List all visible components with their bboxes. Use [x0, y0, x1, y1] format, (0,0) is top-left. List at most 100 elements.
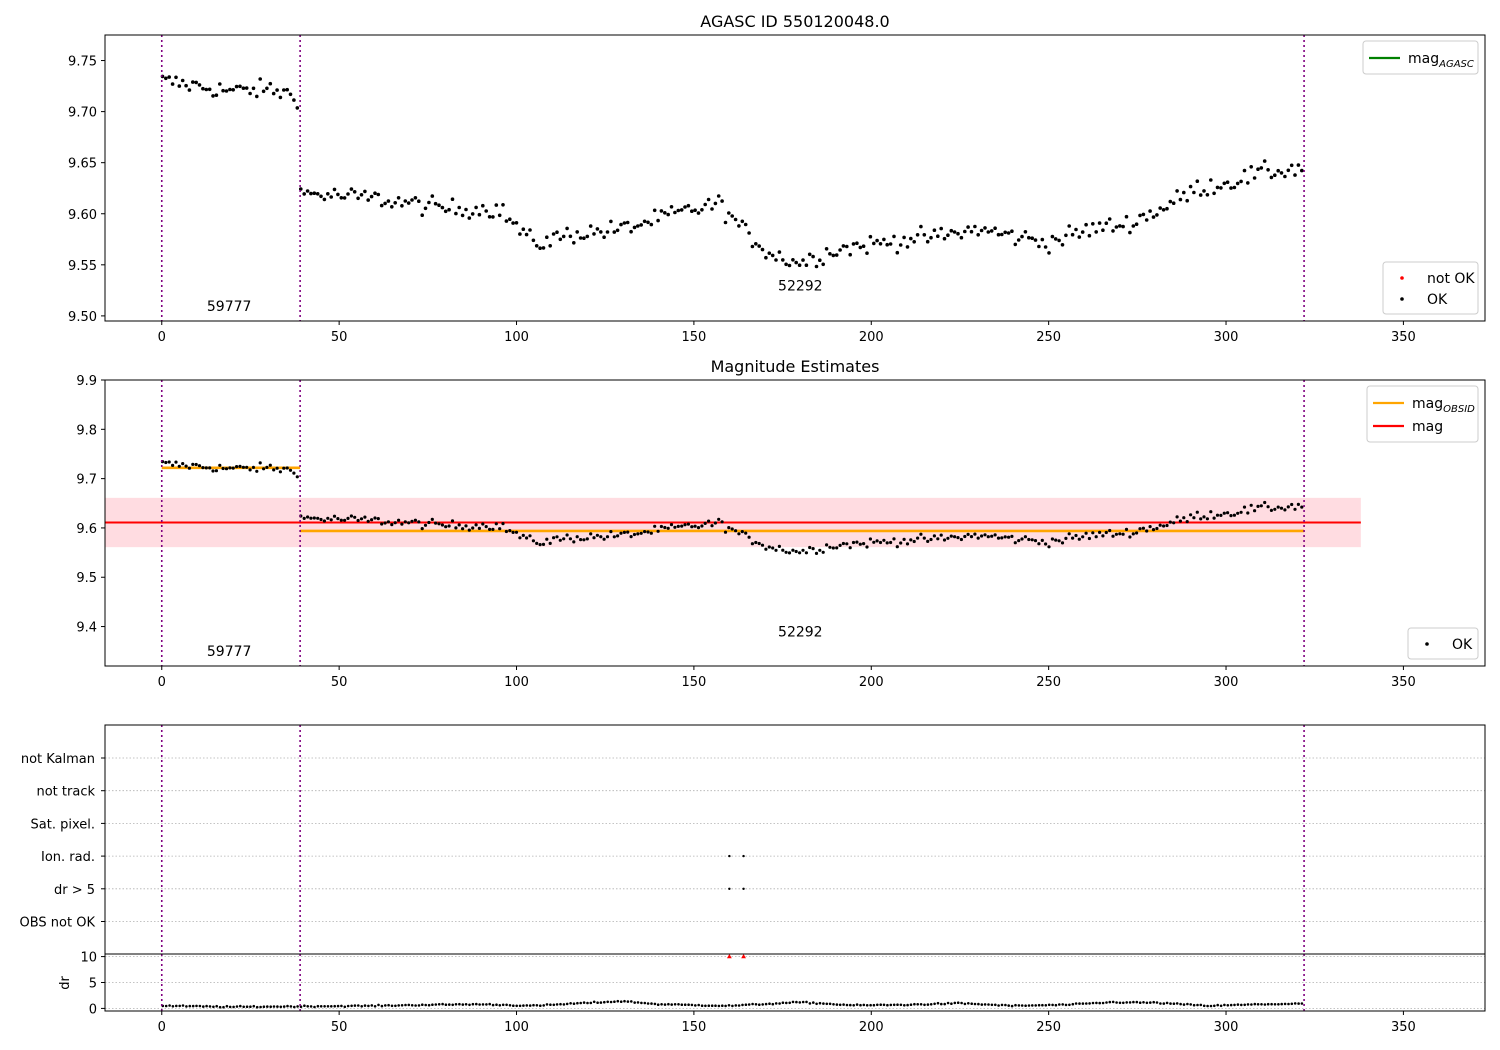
dr-point — [1149, 1001, 1152, 1004]
x-tick-label: 100 — [504, 1020, 529, 1035]
dr-point — [1175, 1002, 1179, 1005]
data-point — [477, 212, 482, 217]
data-point — [1000, 536, 1004, 540]
data-point — [1020, 234, 1024, 239]
data-point — [211, 469, 215, 473]
data-point — [319, 194, 323, 199]
data-point — [201, 86, 205, 91]
dr-point — [424, 1003, 428, 1007]
dr-point — [1216, 1003, 1219, 1007]
data-point — [851, 540, 856, 545]
data-point — [781, 548, 785, 552]
data-point — [238, 464, 242, 468]
dr-panel: 0 50 100 150 200 250 300 350 0 5 10 dr — [58, 951, 1486, 1035]
dr-point — [1058, 1003, 1061, 1006]
data-point — [329, 518, 333, 522]
dr-point — [889, 1003, 893, 1007]
data-point — [625, 220, 630, 225]
data-point — [1023, 535, 1027, 539]
data-point — [619, 531, 623, 535]
dr-point — [845, 1003, 849, 1007]
data-point — [1121, 532, 1125, 536]
magnitude-scatter — [160, 460, 1304, 556]
data-point — [450, 519, 455, 523]
data-point — [922, 536, 926, 540]
data-point — [282, 88, 286, 92]
data-point — [1249, 503, 1253, 507]
dr-point — [468, 1003, 471, 1007]
data-point — [959, 537, 964, 542]
dr-point — [417, 1004, 421, 1007]
dr-point — [781, 1001, 785, 1004]
data-point — [218, 463, 222, 467]
dr-point — [212, 1005, 215, 1009]
dr-point — [892, 1003, 896, 1007]
dr-point — [259, 1005, 262, 1009]
data-point — [929, 235, 933, 240]
dr-point — [1122, 1001, 1125, 1005]
data-point — [1087, 536, 1091, 541]
dr-point — [1135, 1000, 1139, 1004]
dr-point — [690, 1003, 694, 1007]
data-point — [221, 466, 225, 471]
data-point — [720, 520, 724, 524]
dr-point — [771, 1002, 775, 1006]
flag-category-label: not Kalman — [21, 752, 95, 767]
dr-point — [973, 1002, 977, 1006]
data-point — [1165, 206, 1169, 211]
dr-point — [427, 1003, 431, 1007]
data-point — [905, 245, 910, 249]
dr-point — [245, 1005, 249, 1008]
data-point — [791, 548, 795, 552]
dr-point — [1007, 1004, 1010, 1007]
dr-point — [683, 1003, 687, 1006]
data-point — [1276, 168, 1280, 173]
data-point — [1080, 230, 1085, 234]
data-point — [1144, 218, 1149, 222]
data-point — [1212, 191, 1216, 196]
data-point — [1013, 541, 1017, 545]
dr-point — [589, 1001, 593, 1005]
dr-point — [697, 1003, 700, 1007]
data-point — [794, 260, 798, 265]
dr-point — [694, 1004, 697, 1007]
data-point — [703, 521, 707, 526]
data-point — [1182, 190, 1186, 195]
data-point — [514, 530, 519, 534]
data-point — [1263, 500, 1267, 505]
dr-point — [464, 1003, 468, 1006]
dr-point — [1172, 1002, 1176, 1005]
data-point — [177, 84, 182, 88]
dr-point — [599, 1001, 603, 1004]
dr-point — [458, 1002, 461, 1006]
data-point — [656, 218, 660, 223]
data-point — [1017, 539, 1021, 543]
x-tick-label: 150 — [681, 330, 706, 345]
dr-point — [330, 1005, 333, 1008]
dr-point — [1085, 1002, 1088, 1005]
dr-point — [326, 1005, 330, 1008]
data-point — [312, 516, 316, 520]
dr-point — [909, 1003, 913, 1006]
data-point — [983, 226, 987, 230]
dr-point — [501, 1003, 505, 1007]
data-point — [669, 205, 674, 209]
data-point — [942, 538, 947, 542]
data-point — [828, 545, 832, 549]
data-point — [1192, 516, 1196, 520]
dr-point — [319, 1005, 323, 1008]
data-point — [471, 526, 475, 530]
dr-point — [630, 1000, 633, 1003]
x-tick-label: 250 — [1036, 330, 1061, 345]
data-point — [720, 199, 724, 203]
data-point — [734, 529, 738, 533]
data-point — [359, 193, 364, 197]
dr-point — [872, 1003, 876, 1007]
data-point — [1300, 168, 1304, 173]
data-point — [346, 192, 350, 196]
dr-point — [188, 1004, 192, 1008]
data-point — [1158, 206, 1162, 210]
data-point — [615, 228, 620, 233]
data-point — [588, 224, 593, 228]
data-point — [723, 530, 728, 534]
